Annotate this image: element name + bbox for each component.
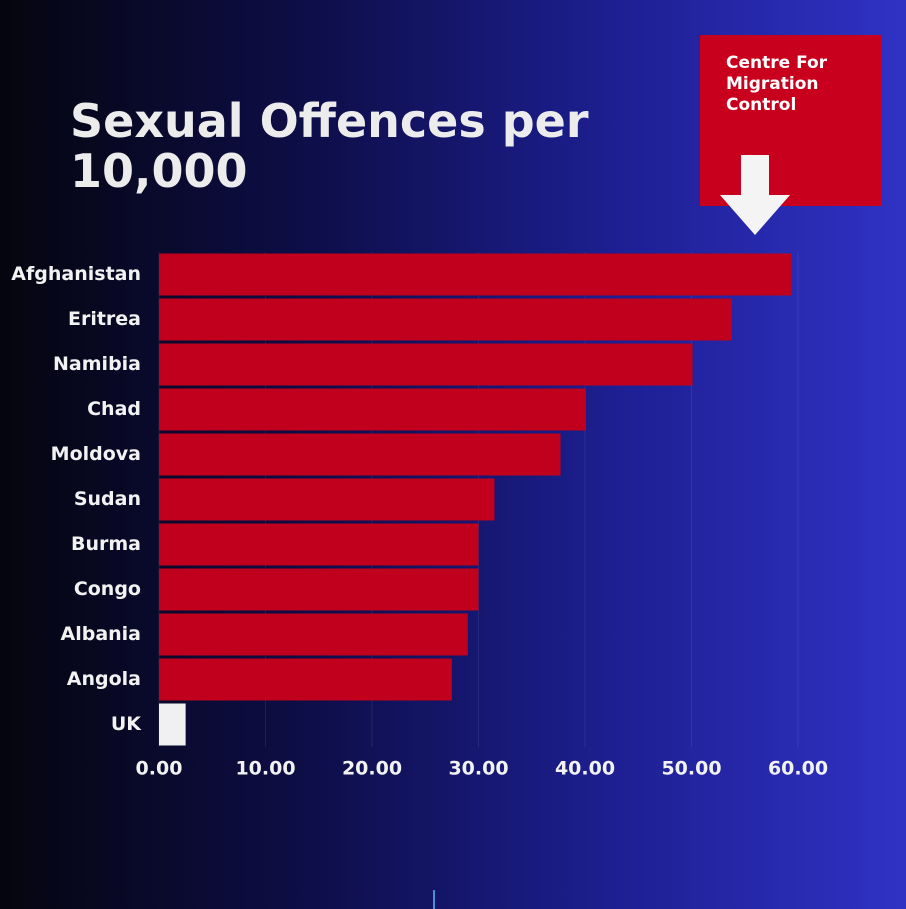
y-tick-label: Afghanistan [11, 263, 141, 285]
y-tick-label: Congo [74, 578, 141, 600]
bar [159, 703, 186, 746]
bar [159, 343, 693, 386]
x-tick-label: 20.00 [342, 758, 402, 780]
x-tick-label: 30.00 [448, 758, 508, 780]
y-tick-label: Albania [61, 623, 142, 645]
bar [159, 253, 792, 296]
bar [159, 613, 468, 656]
bar [159, 658, 452, 701]
x-tick-label: 10.00 [235, 758, 295, 780]
y-tick-label: Sudan [74, 488, 141, 510]
logo-arrow [720, 155, 790, 235]
y-tick-label: Eritrea [68, 308, 141, 330]
y-tick-label: UK [111, 713, 142, 735]
logo-text: Centre For Migration Control [726, 53, 828, 115]
bar [159, 298, 732, 341]
bar [159, 478, 495, 521]
x-tick-label: 40.00 [555, 758, 615, 780]
y-tick-label: Angola [67, 668, 141, 690]
y-tick-label: Chad [87, 398, 141, 420]
bar [159, 523, 479, 566]
x-tick-label: 0.00 [136, 758, 183, 780]
logo: Centre For Migration Control [700, 35, 881, 206]
x-tick-label: 60.00 [768, 758, 828, 780]
bar [159, 433, 561, 476]
chart-title: Sexual Offences per 10,000 [70, 94, 589, 198]
bar [159, 568, 479, 611]
y-tick-label: Moldova [51, 443, 141, 465]
bar [159, 388, 587, 431]
x-tick-label: 50.00 [661, 758, 721, 780]
y-tick-label: Burma [71, 533, 141, 555]
y-tick-label: Namibia [53, 353, 141, 375]
